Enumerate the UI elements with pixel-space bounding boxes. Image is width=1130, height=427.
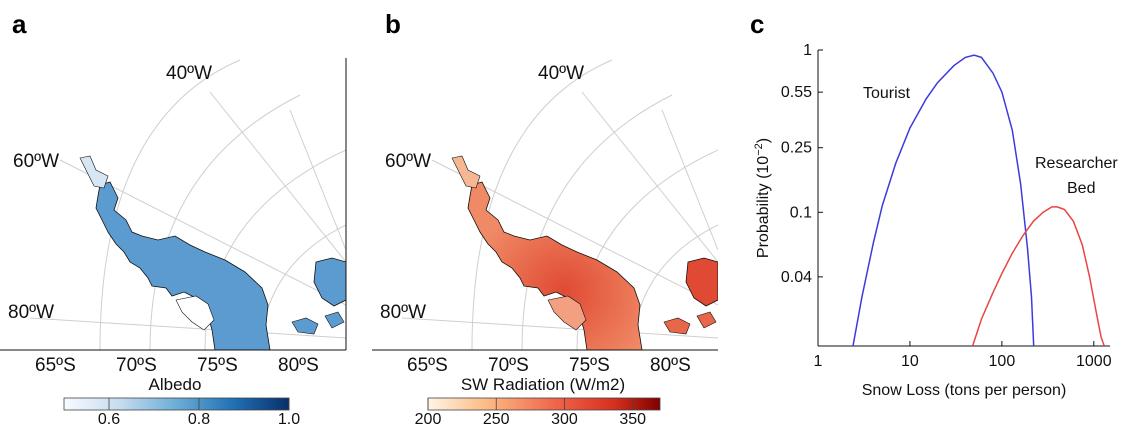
panel-a-map <box>29 59 346 350</box>
lat-label-70s: 70ºS <box>488 355 529 376</box>
small-island <box>324 311 345 329</box>
y-axis-label: Probability (10−2) <box>753 138 772 258</box>
lon-label-40w: 40ºW <box>538 63 584 84</box>
albedo-colorbar-tick-label: 0.6 <box>98 411 120 427</box>
eastern-island <box>663 317 691 335</box>
panel-c-label: c <box>750 9 764 39</box>
panel-c: c 1 10 100 1000 0.04 0.1 0.25 0.55 1 Snow Loss … <box>750 9 1118 399</box>
lon-label-80w: 80ºW <box>8 302 54 323</box>
ice-shelf <box>547 295 587 331</box>
y-tick-label: 0.25 <box>781 140 812 157</box>
x-axis-label: Snow Loss (tons per person) <box>862 382 1067 399</box>
lat-label-65s: 65ºS <box>35 355 76 376</box>
albedo-colorbar: Albedo 0.6 0.8 1.0 <box>63 375 300 427</box>
albedo-colorbar-tick-label: 0.8 <box>188 411 210 427</box>
northern-island <box>451 155 481 189</box>
legend-tourist: Tourist <box>863 85 911 102</box>
northern-island <box>79 155 109 189</box>
peninsula-landmass <box>95 181 271 350</box>
legend-bed: Bed <box>1067 180 1095 197</box>
panel-b-label: b <box>385 9 401 39</box>
lat-label-80s: 80ºS <box>278 355 319 376</box>
peninsula-landmass <box>467 181 643 350</box>
lat-label-75s: 75ºS <box>569 355 610 376</box>
sw-colorbar-tick-label: 300 <box>551 411 578 427</box>
panel-a: a 40ºW 60ºW 80ºW 65ºS <box>0 9 347 427</box>
lat-label-75s: 75ºS <box>197 355 238 376</box>
lon-label-80w: 80ºW <box>380 302 426 323</box>
lat-label-70s: 70ºS <box>116 355 157 376</box>
sw-colorbar-gradient <box>427 397 661 411</box>
legend-researcher: Researcher <box>1035 155 1118 172</box>
panel-a-label: a <box>12 9 27 39</box>
albedo-colorbar-title: Albedo <box>149 375 202 394</box>
researcher-bed-curve <box>971 206 1106 347</box>
probability-chart: 1 10 100 1000 0.04 0.1 0.25 0.55 1 Snow Loss (t… <box>753 42 1118 399</box>
eastern-island <box>291 317 319 335</box>
sw-colorbar-title: SW Radiation (W/m2) <box>461 375 625 394</box>
y-tick-label: 0.04 <box>781 269 812 286</box>
albedo-colorbar-gradient <box>63 397 290 411</box>
tourist-curve <box>852 54 1035 347</box>
eastern-coast <box>313 257 346 307</box>
x-tick-label: 100 <box>989 353 1016 370</box>
lat-label-65s: 65ºS <box>407 355 448 376</box>
x-tick-label: 1000 <box>1076 353 1112 370</box>
y-tick-label: 0.1 <box>790 204 812 221</box>
small-island <box>696 311 717 329</box>
x-tick-label: 1 <box>814 353 823 370</box>
lat-label-80s: 80ºS <box>650 355 691 376</box>
lon-label-60w: 60ºW <box>13 151 59 172</box>
sw-colorbar-tick-label: 200 <box>415 411 442 427</box>
albedo-colorbar-tick-label: 1.0 <box>278 411 300 427</box>
lon-label-60w: 60ºW <box>385 151 431 172</box>
panel-b: b 40ºW <box>372 9 718 427</box>
sw-colorbar-tick-label: 350 <box>619 411 646 427</box>
y-tick-label: 0.55 <box>781 84 812 101</box>
sw-radiation-colorbar: SW Radiation (W/m2) 200 250 300 350 <box>415 375 661 427</box>
lon-label-40w: 40ºW <box>166 63 212 84</box>
sw-colorbar-tick-label: 250 <box>483 411 510 427</box>
panel-b-map: 40ºW 60ºW 80ºW 65ºS 70ºS 75ºS 80ºS <box>372 59 718 376</box>
x-tick-label: 10 <box>901 353 919 370</box>
y-tick-label: 1 <box>803 42 812 59</box>
eastern-coast <box>685 257 718 307</box>
ice-shelf <box>175 295 215 331</box>
